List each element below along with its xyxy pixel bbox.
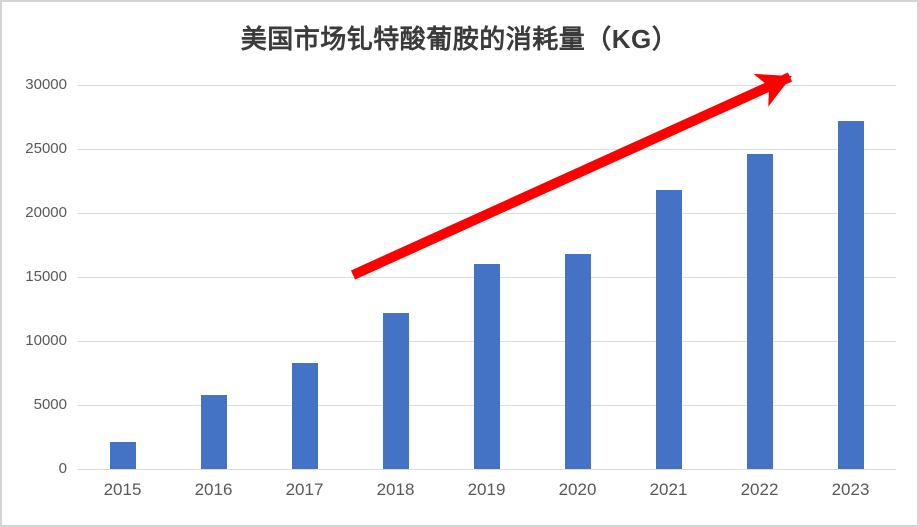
bar-2016 [200, 394, 227, 469]
bar-2023 [837, 120, 864, 469]
bar-2022 [746, 154, 773, 469]
gridline [77, 84, 896, 86]
bar-2015 [109, 442, 136, 469]
gridline [77, 468, 896, 470]
x-axis-tick-label: 2018 [376, 480, 415, 499]
x-axis-tick-label: 2020 [558, 480, 597, 499]
y-axis-tick-label: 15000 [25, 268, 67, 285]
x-axis-tick-label: 2015 [103, 480, 142, 499]
y-axis-tick-label: 30000 [25, 76, 67, 93]
bar-2017 [291, 362, 318, 469]
y-axis-tick-label: 25000 [25, 140, 67, 157]
x-axis-tick-label: 2022 [740, 480, 779, 499]
x-axis-tick-label: 2023 [831, 480, 870, 499]
y-axis-tick-label: 5000 [33, 396, 67, 413]
x-axis-tick-label: 2016 [194, 480, 233, 499]
gridline [77, 148, 896, 150]
y-axis-tick-label: 0 [58, 460, 67, 477]
chart-title: 美国市场钆特酸葡胺的消耗量（KG） [240, 24, 679, 54]
x-axis-tick-label: 2019 [467, 480, 506, 499]
y-axis-tick-label: 20000 [25, 204, 67, 221]
gridline [77, 212, 896, 214]
bar-2019 [473, 264, 500, 469]
bar-2018 [382, 312, 409, 469]
bar-2020 [564, 253, 591, 469]
bar-2021 [655, 189, 682, 469]
y-axis-tick-label: 10000 [25, 332, 67, 349]
x-axis-tick-label: 2021 [649, 480, 688, 499]
x-axis-tick-label: 2017 [285, 480, 324, 499]
